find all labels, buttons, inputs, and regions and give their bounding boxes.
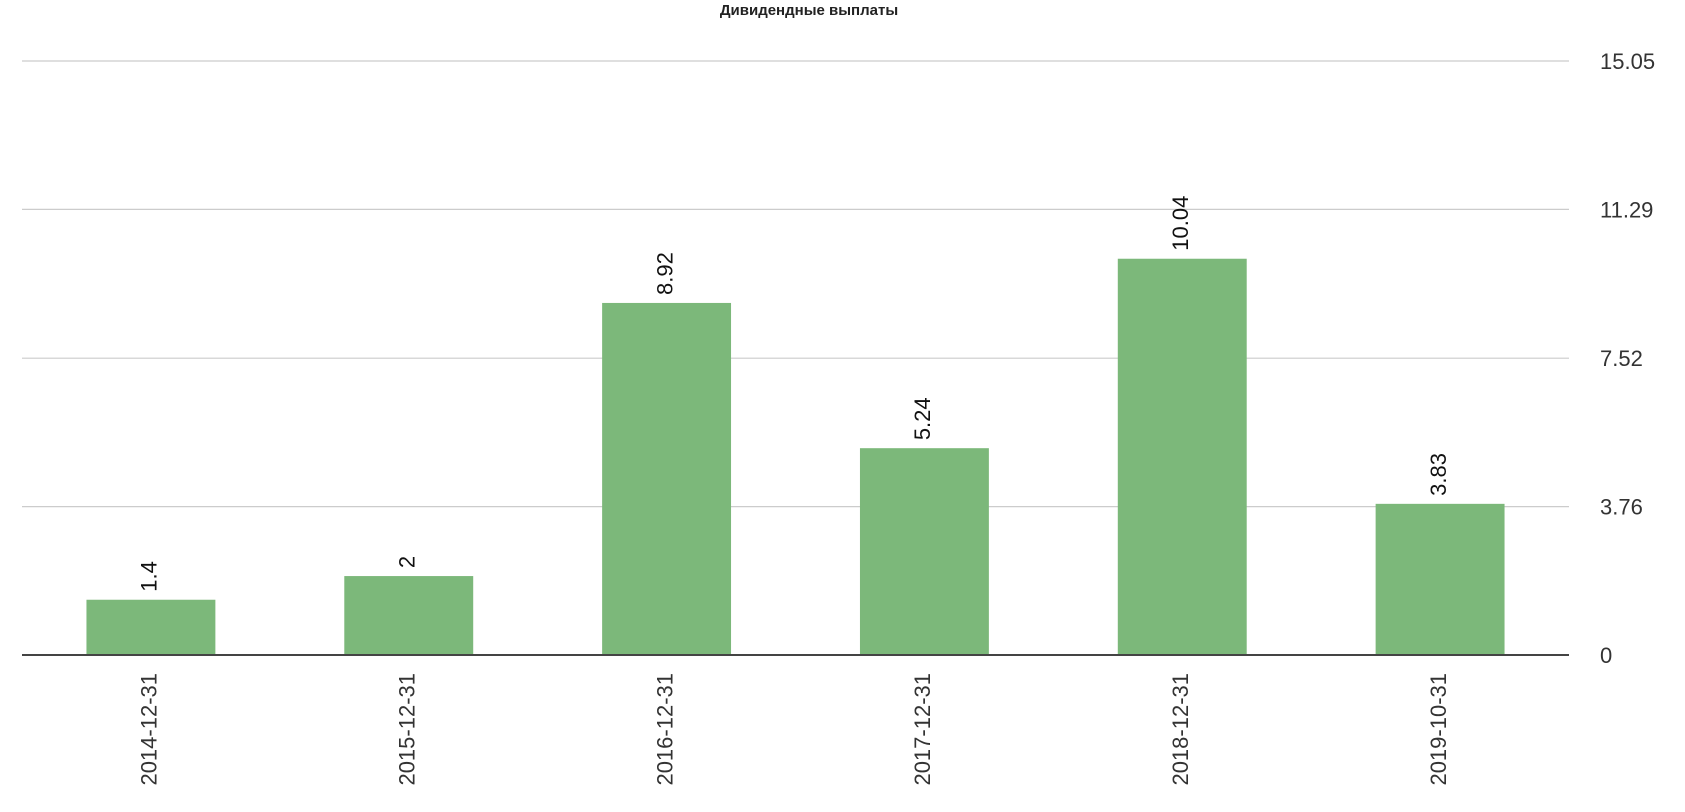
x-tick-label: 2014-12-31 [137, 673, 162, 786]
y-tick-label: 7.52 [1600, 346, 1643, 371]
data-label: 3.83 [1426, 453, 1451, 496]
x-tick-label: 2017-12-31 [910, 673, 935, 786]
y-tick-label: 0 [1600, 643, 1612, 668]
chart-title: Дивидендные выплаты [720, 2, 898, 19]
x-tick-label: 2015-12-31 [395, 673, 420, 786]
bar [344, 576, 474, 655]
bar [1375, 503, 1505, 655]
data-label: 2 [395, 556, 420, 568]
bar [602, 302, 732, 655]
bar [859, 448, 989, 655]
data-label: 8.92 [652, 252, 677, 295]
bar [1117, 258, 1247, 655]
y-tick-label: 11.29 [1600, 197, 1653, 222]
data-label: 5.24 [910, 397, 935, 440]
bar [86, 599, 216, 655]
data-label: 10.04 [1168, 196, 1193, 251]
y-tick-label: 15.05 [1600, 49, 1655, 74]
x-tick-label: 2019-10-31 [1426, 673, 1451, 786]
x-tick-label: 2018-12-31 [1168, 673, 1193, 786]
x-tick-label: 2016-12-31 [652, 673, 677, 786]
data-label: 1.4 [137, 561, 162, 592]
y-tick-label: 3.76 [1600, 495, 1643, 520]
